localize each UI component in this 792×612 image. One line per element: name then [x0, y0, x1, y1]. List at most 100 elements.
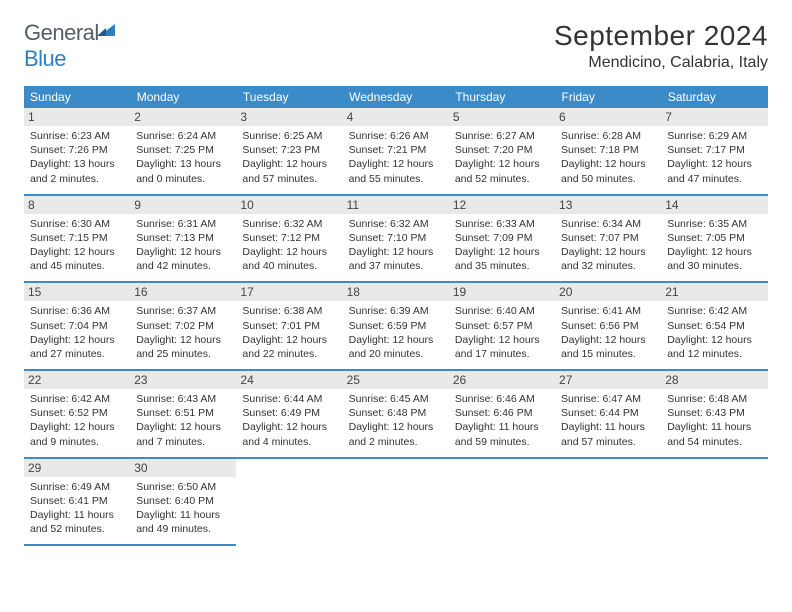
calendar-week-row: 15Sunrise: 6:36 AMSunset: 7:04 PMDayligh… — [24, 282, 768, 370]
calendar-day-cell: 8Sunrise: 6:30 AMSunset: 7:15 PMDaylight… — [24, 195, 130, 283]
daylight-text: Daylight: 11 hours and 49 minutes. — [136, 508, 230, 536]
sunrise-text: Sunrise: 6:47 AM — [561, 392, 655, 406]
calendar-day-cell: 24Sunrise: 6:44 AMSunset: 6:49 PMDayligh… — [236, 370, 342, 458]
calendar-day-cell: 13 Sunrise: 6:34 AMSunset: 7:07 PMDayligh… — [555, 195, 661, 283]
sunset-text: Sunset: 6:41 PM — [30, 494, 124, 508]
sunrise-text: Sunrise: 6:48 AM — [667, 392, 761, 406]
calendar-day-cell: 20Sunrise: 6:41 AMSunset: 6:56 PMDayligh… — [555, 282, 661, 370]
sunrise-text: Sunrise: 6:36 AM — [30, 304, 124, 318]
sunrise-text: Sunrise: 6:25 AM — [242, 129, 336, 143]
daylight-text: Daylight: 11 hours and 54 minutes. — [667, 420, 761, 448]
calendar-week-row: 8Sunrise: 6:30 AMSunset: 7:15 PMDaylight… — [24, 195, 768, 283]
daylight-text: Daylight: 12 hours and 42 minutes. — [136, 245, 230, 273]
calendar-week-row: 1 Sunrise: 6:23 AMSunset: 7:26 PMDaylight… — [24, 108, 768, 195]
day-info: Sunrise: 6:42 AMSunset: 6:52 PMDaylight:… — [30, 392, 124, 449]
day-number: 17 — [236, 283, 342, 301]
calendar-day-cell: 30Sunrise: 6:50 AMSunset: 6:40 PMDayligh… — [130, 458, 236, 546]
sunset-text: Sunset: 6:54 PM — [667, 319, 761, 333]
day-info: Sunrise: 6:24 AMSunset: 7:25 PMDaylight:… — [136, 129, 230, 186]
day-number: 18 — [343, 283, 449, 301]
sunrise-text: Sunrise: 6:49 AM — [30, 480, 124, 494]
day-info: Sunrise: 6:48 AMSunset: 6:43 PMDaylight:… — [667, 392, 761, 449]
day-info: Sunrise: 6:31 AMSunset: 7:13 PMDaylight:… — [136, 217, 230, 274]
calendar-day-cell: 19Sunrise: 6:40 AMSunset: 6:57 PMDayligh… — [449, 282, 555, 370]
day-info: Sunrise: 6:32 AMSunset: 7:10 PMDaylight:… — [349, 217, 443, 274]
sunrise-text: Sunrise: 6:23 AM — [30, 129, 124, 143]
day-info: Sunrise: 6:23 AMSunset: 7:26 PMDaylight:… — [30, 129, 124, 186]
sunset-text: Sunset: 7:09 PM — [455, 231, 549, 245]
daylight-text: Daylight: 12 hours and 55 minutes. — [349, 157, 443, 185]
daylight-text: Daylight: 12 hours and 20 minutes. — [349, 333, 443, 361]
sunset-text: Sunset: 6:51 PM — [136, 406, 230, 420]
calendar-week-row: 29Sunrise: 6:49 AMSunset: 6:41 PMDayligh… — [24, 458, 768, 546]
calendar-day-cell: 3Sunrise: 6:25 AMSunset: 7:23 PMDaylight… — [236, 108, 342, 195]
calendar-day-cell: .. — [343, 458, 449, 546]
calendar-day-cell: 7 Sunrise: 6:29 AMSunset: 7:17 PMDaylight… — [661, 108, 767, 195]
sunrise-text: Sunrise: 6:42 AM — [30, 392, 124, 406]
sunset-text: Sunset: 6:59 PM — [349, 319, 443, 333]
day-header: Tuesday — [236, 86, 342, 108]
sunset-text: Sunset: 7:18 PM — [561, 143, 655, 157]
day-info: Sunrise: 6:49 AMSunset: 6:41 PMDaylight:… — [30, 480, 124, 537]
title-block: September 2024 Mendicino, Calabria, Ital… — [554, 20, 768, 72]
day-info: Sunrise: 6:39 AMSunset: 6:59 PMDaylight:… — [349, 304, 443, 361]
sunrise-text: Sunrise: 6:50 AM — [136, 480, 230, 494]
logo-text: General Blue — [24, 20, 119, 72]
daylight-text: Daylight: 12 hours and 50 minutes. — [561, 157, 655, 185]
logo-word1: General — [24, 20, 99, 45]
calendar-day-cell: 1 Sunrise: 6:23 AMSunset: 7:26 PMDaylight… — [24, 108, 130, 195]
daylight-text: Daylight: 12 hours and 25 minutes. — [136, 333, 230, 361]
logo: General Blue — [24, 20, 119, 72]
day-number: 7 — [661, 108, 767, 126]
calendar-day-cell: 21Sunrise: 6:42 AMSunset: 6:54 PMDayligh… — [661, 282, 767, 370]
sunrise-text: Sunrise: 6:39 AM — [349, 304, 443, 318]
daylight-text: Daylight: 12 hours and 40 minutes. — [242, 245, 336, 273]
sunset-text: Sunset: 6:43 PM — [667, 406, 761, 420]
location-text: Mendicino, Calabria, Italy — [554, 54, 768, 72]
sunset-text: Sunset: 7:07 PM — [561, 231, 655, 245]
daylight-text: Daylight: 12 hours and 35 minutes. — [455, 245, 549, 273]
day-number: 9 — [130, 196, 236, 214]
calendar-day-cell: 29Sunrise: 6:49 AMSunset: 6:41 PMDayligh… — [24, 458, 130, 546]
day-number: 26 — [449, 371, 555, 389]
calendar-day-cell: .. — [555, 458, 661, 546]
day-info: Sunrise: 6:46 AMSunset: 6:46 PMDaylight:… — [455, 392, 549, 449]
day-number: 25 — [343, 371, 449, 389]
day-info: Sunrise: 6:28 AMSunset: 7:18 PMDaylight:… — [561, 129, 655, 186]
daylight-text: Daylight: 13 hours and 0 minutes. — [136, 157, 230, 185]
calendar-day-cell: .. — [236, 458, 342, 546]
calendar-day-cell: 10Sunrise: 6:32 AMSunset: 7:12 PMDayligh… — [236, 195, 342, 283]
day-info: Sunrise: 6:25 AMSunset: 7:23 PMDaylight:… — [242, 129, 336, 186]
day-info: Sunrise: 6:34 AMSunset: 7:07 PMDaylight:… — [561, 217, 655, 274]
sunset-text: Sunset: 7:02 PM — [136, 319, 230, 333]
daylight-text: Daylight: 12 hours and 37 minutes. — [349, 245, 443, 273]
day-info: Sunrise: 6:29 AMSunset: 7:17 PMDaylight:… — [667, 129, 761, 186]
sunset-text: Sunset: 7:25 PM — [136, 143, 230, 157]
day-number: 4 — [343, 108, 449, 126]
calendar-day-cell: 14Sunrise: 6:35 AMSunset: 7:05 PMDayligh… — [661, 195, 767, 283]
calendar-day-cell: 22Sunrise: 6:42 AMSunset: 6:52 PMDayligh… — [24, 370, 130, 458]
calendar-table: SundayMondayTuesdayWednesdayThursdayFrid… — [24, 86, 768, 546]
calendar-day-cell: 18 Sunrise: 6:39 AMSunset: 6:59 PMDayligh… — [343, 282, 449, 370]
day-number: 27 — [555, 371, 661, 389]
day-number: 15 — [24, 283, 130, 301]
day-number: 13 — [555, 196, 661, 214]
day-header: Sunday — [24, 86, 130, 108]
sunrise-text: Sunrise: 6:32 AM — [242, 217, 336, 231]
day-header: Saturday — [661, 86, 767, 108]
sunset-text: Sunset: 7:10 PM — [349, 231, 443, 245]
logo-sail-icon — [97, 20, 119, 45]
calendar-day-cell: 15Sunrise: 6:36 AMSunset: 7:04 PMDayligh… — [24, 282, 130, 370]
sunrise-text: Sunrise: 6:45 AM — [349, 392, 443, 406]
sunset-text: Sunset: 7:17 PM — [667, 143, 761, 157]
day-info: Sunrise: 6:30 AMSunset: 7:15 PMDaylight:… — [30, 217, 124, 274]
day-number: 1 — [24, 108, 130, 126]
sunrise-text: Sunrise: 6:26 AM — [349, 129, 443, 143]
day-info: Sunrise: 6:27 AMSunset: 7:20 PMDaylight:… — [455, 129, 549, 186]
calendar-day-cell: 23Sunrise: 6:43 AMSunset: 6:51 PMDayligh… — [130, 370, 236, 458]
calendar-day-cell: 27 Sunrise: 6:47 AMSunset: 6:44 PMDayligh… — [555, 370, 661, 458]
day-number: 16 — [130, 283, 236, 301]
calendar-day-cell: 2Sunrise: 6:24 AMSunset: 7:25 PMDaylight… — [130, 108, 236, 195]
daylight-text: Daylight: 11 hours and 57 minutes. — [561, 420, 655, 448]
day-info: Sunrise: 6:47 AMSunset: 6:44 PMDaylight:… — [561, 392, 655, 449]
